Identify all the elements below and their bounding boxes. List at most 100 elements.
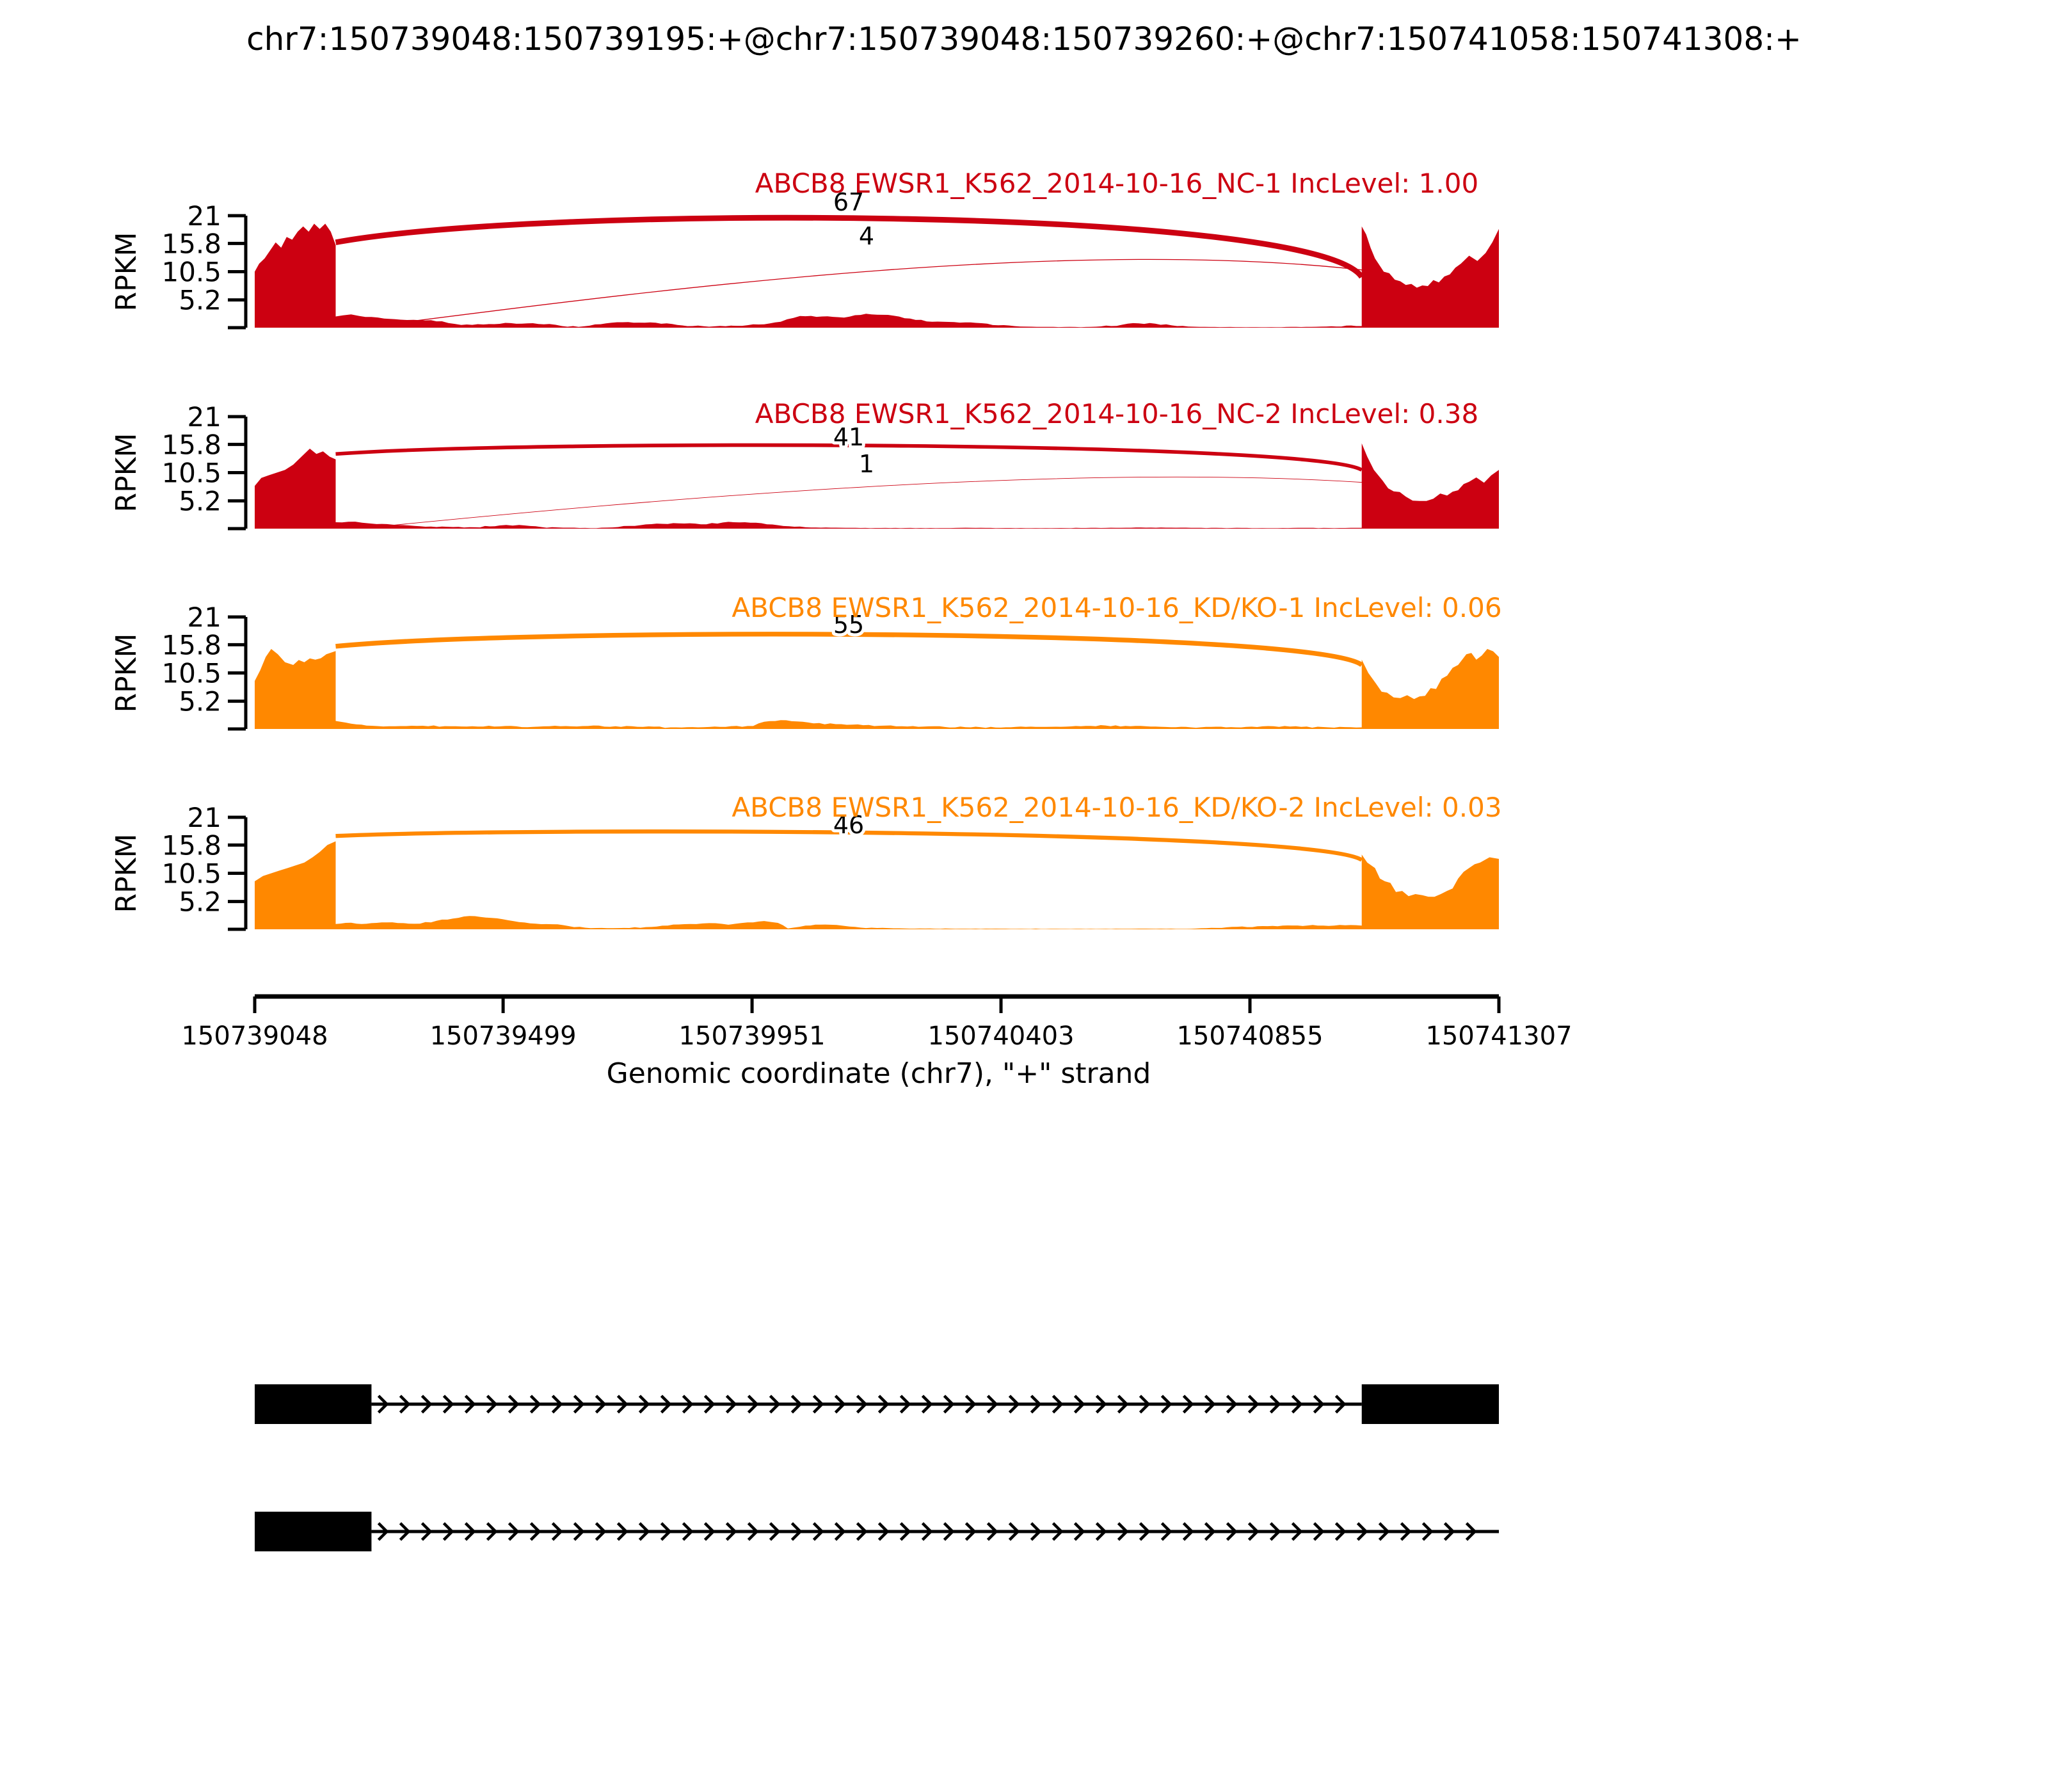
y-tick-label: 15.8 <box>161 829 221 861</box>
strand-direction-arrow <box>1160 1522 1172 1541</box>
y-tick-label: 5.2 <box>179 285 221 316</box>
track-title: ABCB8 EWSR1_K562_2014-10-16_KD/KO-1 IncL… <box>732 592 1501 623</box>
x-tick-label: 150739499 <box>430 1021 577 1051</box>
strand-direction-arrow <box>790 1395 803 1414</box>
isoform-1 <box>255 1384 1499 1424</box>
junction-count-label: 4 <box>859 222 874 250</box>
track-title: ABCB8 EWSR1_K562_2014-10-16_NC-2 IncLeve… <box>755 398 1478 429</box>
strand-direction-arrow <box>703 1522 716 1541</box>
strand-direction-arrow <box>1247 1395 1260 1414</box>
strand-direction-arrow <box>725 1522 737 1541</box>
strand-direction-arrow <box>1334 1395 1347 1414</box>
strand-direction-arrow <box>769 1395 781 1414</box>
x-tick-label: 150741307 <box>1425 1021 1572 1051</box>
strand-direction-arrow <box>1008 1522 1020 1541</box>
strand-direction-arrow <box>1008 1395 1020 1414</box>
strand-direction-arrow <box>725 1395 737 1414</box>
strand-direction-arrow <box>616 1395 628 1414</box>
strand-direction-arrow <box>1356 1522 1368 1541</box>
strand-direction-arrow <box>1291 1522 1303 1541</box>
strand-direction-arrow <box>1247 1522 1260 1541</box>
strand-direction-arrow <box>1421 1522 1434 1541</box>
strand-direction-arrow <box>769 1522 781 1541</box>
x-tick-label: 150739951 <box>679 1021 826 1051</box>
y-tick-label: 21 <box>188 401 221 433</box>
strand-direction-arrow <box>486 1395 498 1414</box>
junction-arc <box>371 476 1377 528</box>
junction-arc <box>335 214 1364 279</box>
strand-direction-arrow <box>899 1395 911 1414</box>
strand-direction-arrow <box>399 1522 411 1541</box>
strand-direction-arrow <box>964 1395 977 1414</box>
strand-direction-arrow <box>877 1395 890 1414</box>
strand-direction-arrow <box>682 1522 694 1541</box>
y-axis-label: RPKM <box>110 634 143 713</box>
strand-direction-arrow <box>921 1395 933 1414</box>
strand-direction-arrow <box>986 1522 998 1541</box>
junction-arc <box>335 632 1363 668</box>
strand-direction-arrow <box>442 1395 454 1414</box>
strand-direction-arrow <box>529 1395 541 1414</box>
y-axis-label: RPKM <box>110 834 143 913</box>
strand-direction-arrow <box>1139 1395 1151 1414</box>
strand-direction-arrow <box>1269 1395 1281 1414</box>
y-tick-label: 5.2 <box>179 886 221 918</box>
junction-arc <box>371 259 1377 327</box>
y-tick-label: 15.8 <box>161 629 221 660</box>
read-coverage-area <box>255 841 1499 929</box>
junction-count-label: 67 <box>833 188 864 216</box>
x-tick-label: 150740403 <box>928 1021 1075 1051</box>
read-coverage-area <box>255 649 1499 729</box>
y-tick-label: 10.5 <box>161 257 221 288</box>
strand-direction-arrow <box>856 1395 868 1414</box>
y-tick-label: 21 <box>188 802 221 833</box>
strand-direction-arrow <box>1095 1395 1107 1414</box>
y-tick-label: 15.8 <box>161 429 221 460</box>
strand-direction-arrow <box>921 1522 933 1541</box>
strand-direction-arrow <box>529 1522 541 1541</box>
strand-direction-arrow <box>1095 1522 1107 1541</box>
strand-direction-arrow <box>899 1522 911 1541</box>
strand-direction-arrow <box>1117 1522 1129 1541</box>
strand-direction-arrow <box>420 1522 433 1541</box>
y-axis-label: RPKM <box>110 433 143 513</box>
junction-arc <box>335 829 1363 862</box>
exon-box <box>1361 1384 1499 1424</box>
strand-direction-arrow <box>877 1522 890 1541</box>
isoform-structure-group <box>255 1384 1499 1551</box>
read-coverage-area <box>255 223 1499 328</box>
strand-direction-arrow <box>964 1522 977 1541</box>
isoform-2 <box>255 1512 1499 1551</box>
read-coverage-area <box>255 443 1499 529</box>
strand-direction-arrow <box>790 1522 803 1541</box>
y-tick-label: 15.8 <box>161 228 221 259</box>
strand-direction-arrow <box>747 1522 759 1541</box>
strand-direction-arrow <box>812 1522 824 1541</box>
strand-direction-arrow <box>595 1522 607 1541</box>
strand-direction-arrow <box>1117 1395 1129 1414</box>
page-title: chr7:150739048:150739195:+@chr7:15073904… <box>246 20 1802 58</box>
strand-direction-arrow <box>377 1395 389 1414</box>
strand-direction-arrow <box>943 1395 955 1414</box>
junction-count-label: 1 <box>859 450 874 478</box>
junction-arc <box>335 443 1363 472</box>
strand-direction-arrow <box>1269 1522 1281 1541</box>
junction-count-label: 41 <box>833 423 864 451</box>
junction-count-label: 46 <box>833 811 864 839</box>
strand-direction-arrow <box>660 1522 672 1541</box>
y-tick-label: 10.5 <box>161 658 221 689</box>
strand-direction-arrow <box>1030 1395 1042 1414</box>
strand-direction-arrow <box>616 1522 628 1541</box>
strand-direction-arrow <box>638 1522 650 1541</box>
strand-direction-arrow <box>1182 1522 1194 1541</box>
y-tick-label: 21 <box>188 200 221 232</box>
strand-direction-arrow <box>399 1395 411 1414</box>
strand-direction-arrow <box>595 1395 607 1414</box>
strand-direction-arrow <box>638 1395 650 1414</box>
